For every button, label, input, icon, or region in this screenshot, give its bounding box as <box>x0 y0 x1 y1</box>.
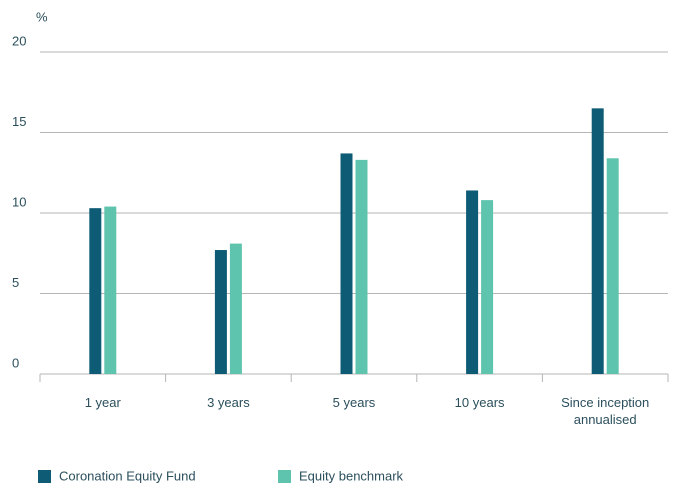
bar <box>229 243 242 374</box>
bar <box>214 250 227 374</box>
x-tick-label: Since inception annualised <box>561 395 650 427</box>
legend-swatch <box>278 470 291 483</box>
bar <box>481 200 494 374</box>
x-tick-label: 5 years <box>332 395 376 410</box>
bar <box>89 208 102 374</box>
x-tick-label: 3 years <box>207 395 250 410</box>
bar <box>591 108 604 374</box>
y-axis-label: % <box>36 9 48 24</box>
x-tick-label: 1 year <box>84 395 121 410</box>
legend-swatch <box>38 470 51 483</box>
y-tick-label: 20 <box>12 33 26 48</box>
y-tick-label: 0 <box>12 355 19 370</box>
legend-label: Equity benchmark <box>299 468 404 483</box>
y-tick-label: 15 <box>12 114 26 129</box>
x-tick-label: 10 years <box>454 395 505 410</box>
y-tick-label: 5 <box>12 275 19 290</box>
y-tick-label: 10 <box>12 194 26 209</box>
bar <box>340 153 353 374</box>
bar <box>606 158 619 374</box>
bar <box>466 190 479 374</box>
bar <box>104 206 117 374</box>
bar <box>355 159 368 374</box>
legend-label: Coronation Equity Fund <box>59 468 196 483</box>
